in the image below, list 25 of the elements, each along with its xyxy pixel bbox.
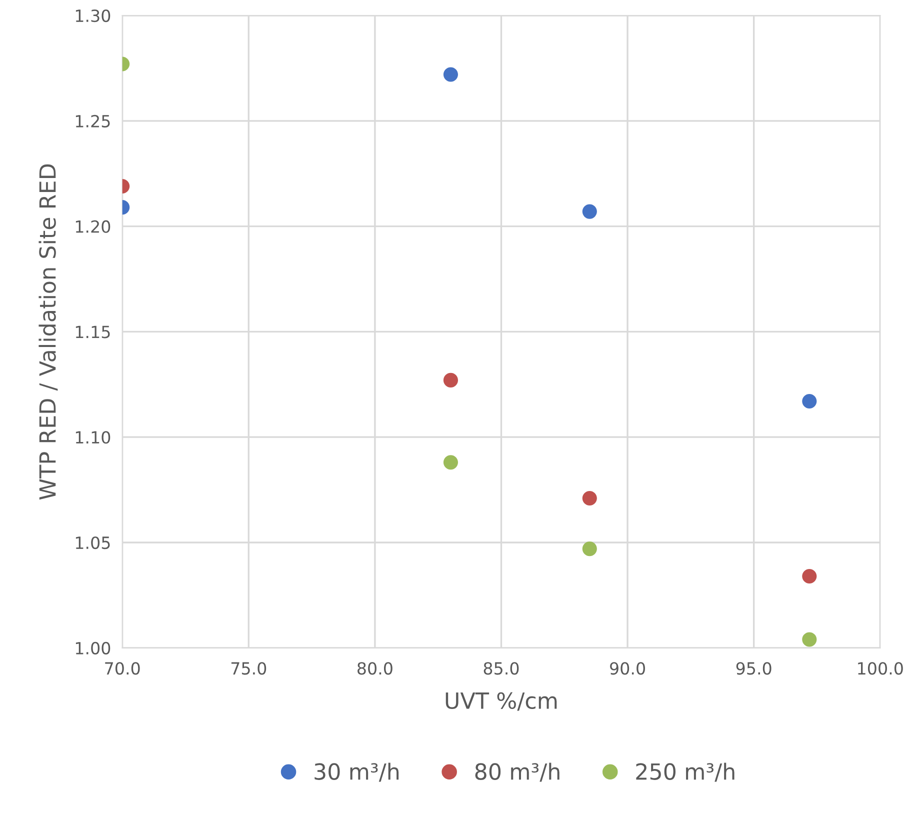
x-tick-label: 80.0 xyxy=(358,662,392,675)
x-tick-label: 100.0 xyxy=(858,662,903,675)
x-tick-label: 95.0 xyxy=(736,662,772,675)
y-tick-label: 1.30 xyxy=(76,9,110,22)
legend-label: 30 m³/h xyxy=(314,762,399,782)
x-tick-label: 90.0 xyxy=(610,662,645,675)
point xyxy=(443,372,458,388)
point xyxy=(582,204,597,219)
y-tick-label: 1.05 xyxy=(76,536,110,550)
x-tick-label: 85.0 xyxy=(484,662,519,675)
legend-label: 250 m³/h xyxy=(636,762,734,782)
y-tick-label: 1.00 xyxy=(76,642,110,654)
y-tick-label: 1.25 xyxy=(76,114,110,128)
point xyxy=(443,67,458,82)
x-tick-label: 70.0 xyxy=(105,662,140,675)
point xyxy=(582,490,597,506)
legend-label: 80 m³/h xyxy=(475,762,560,782)
y-tick-label: 1.10 xyxy=(76,431,110,444)
point xyxy=(443,455,458,470)
y-axis-title: WTP RED / Validation Site RED xyxy=(38,164,58,500)
point xyxy=(582,542,597,556)
y-tick-label: 1.15 xyxy=(76,326,110,338)
x-tick-label: 75.0 xyxy=(231,662,266,675)
y-tick-label: 1.20 xyxy=(76,220,110,233)
x-axis-title: UVT %/cm xyxy=(446,692,557,711)
